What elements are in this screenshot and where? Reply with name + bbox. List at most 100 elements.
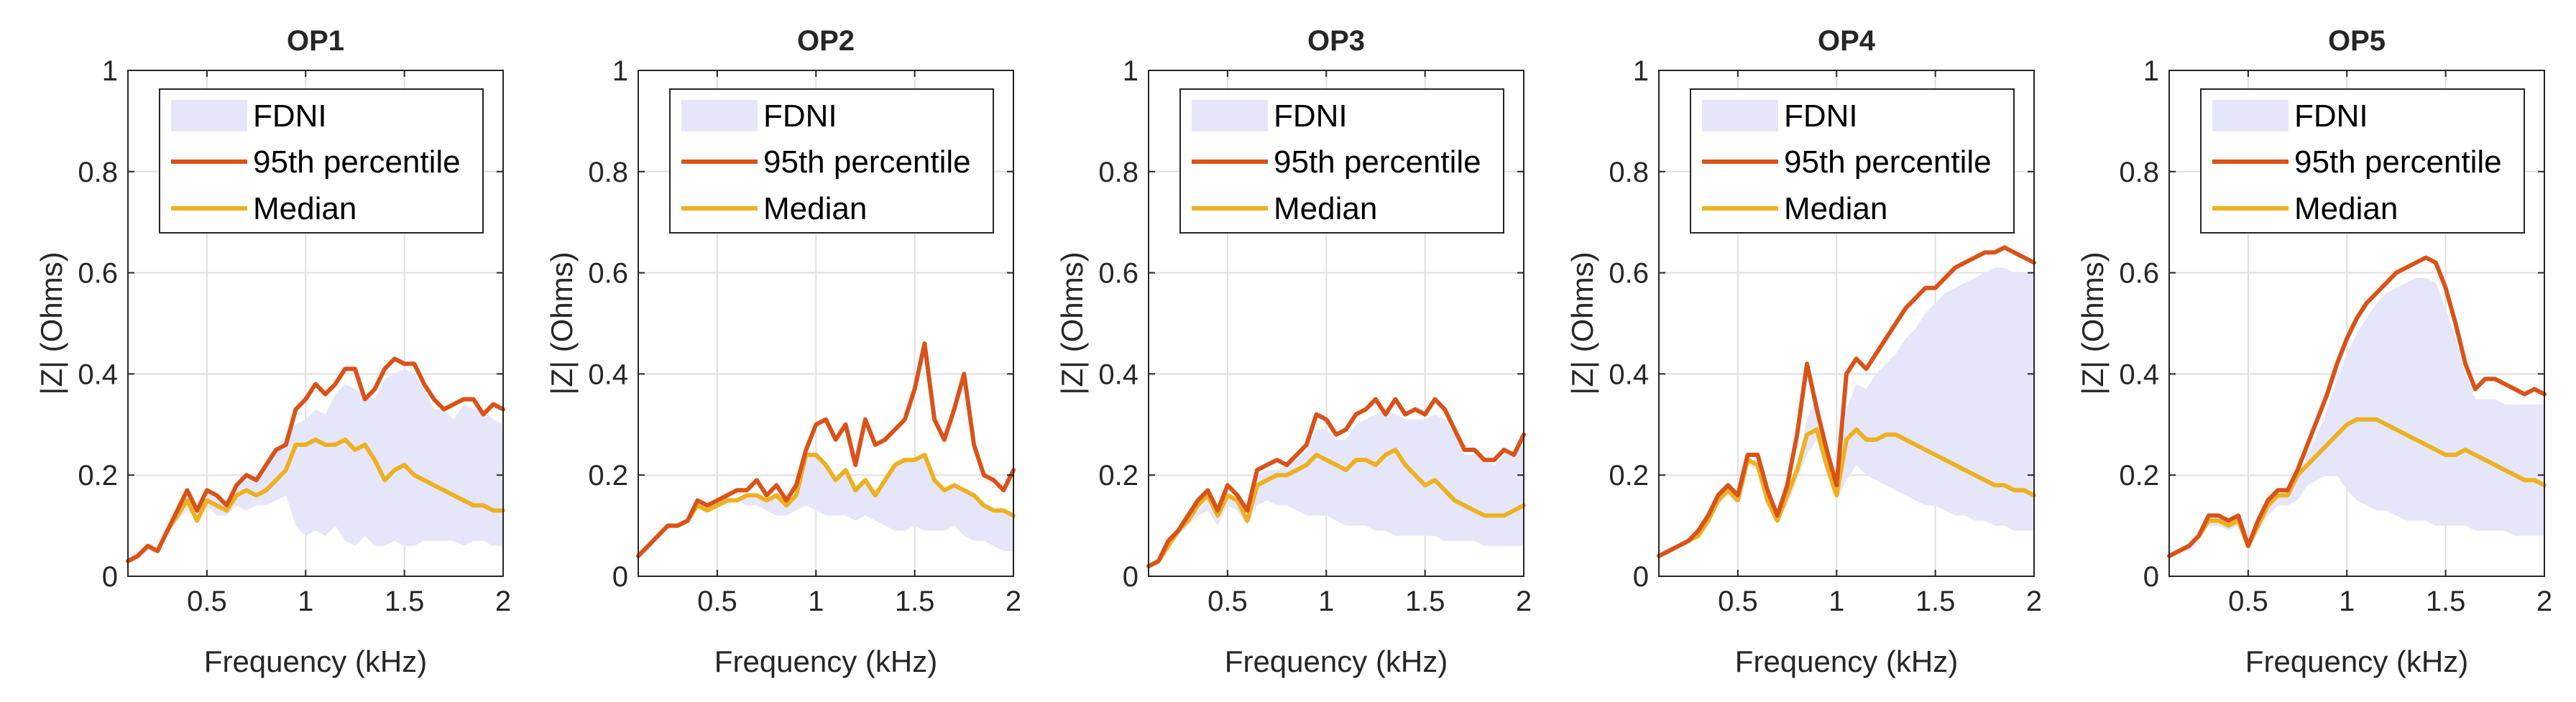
x-tick-label: 0.5 xyxy=(697,586,737,617)
legend-label: FDNI xyxy=(2294,98,2368,134)
y-axis-label: |Z| (Ohms) xyxy=(545,251,579,394)
median-line xyxy=(636,453,1016,558)
x-tick-label: 1.5 xyxy=(895,586,935,617)
legend-swatch-fdni xyxy=(681,100,758,131)
y-axis-label: |Z| (Ohms) xyxy=(2076,251,2110,394)
y-tick-label: 1 xyxy=(1633,55,1649,87)
fdni-band xyxy=(1659,267,2034,556)
percentile-95-line xyxy=(2167,255,2547,558)
x-tick-label: 1 xyxy=(1318,586,1334,617)
y-tick-label: 0.2 xyxy=(2119,460,2159,491)
x-tick-label: 2 xyxy=(1006,586,1021,617)
chart-title: OP1 xyxy=(287,25,344,57)
legend: FDNI 95th percentile Median xyxy=(1690,88,2015,234)
legend: FDNI 95th percentile Median xyxy=(159,88,484,234)
y-tick-label: 0.6 xyxy=(1609,258,1649,290)
panel-op3: 0 0.2 0.4 0.6 0.8 1 0.5 1 1.5 2 OP3 Frequency (kHz)… xyxy=(1055,25,1532,678)
x-axis-label: Frequency (kHz) xyxy=(2245,645,2468,678)
y-tick-label: 0.4 xyxy=(588,359,628,390)
legend-label: 95th percentile xyxy=(253,144,461,180)
legend: FDNI 95th percentile Median xyxy=(1179,88,1504,234)
panel-op2: 0 0.2 0.4 0.6 0.8 1 0.5 1 1.5 2 OP2 Frequency (kHz)… xyxy=(545,25,1021,678)
fdni-band xyxy=(2169,277,2544,556)
y-axis-label: |Z| (Ohms) xyxy=(34,251,68,394)
percentile-95-line xyxy=(1146,397,1526,568)
legend-swatch-fdni xyxy=(171,100,247,131)
y-tick-label: 0.4 xyxy=(1098,359,1138,390)
x-tick-label: 1.5 xyxy=(1915,586,1956,617)
x-axis-label: Frequency (kHz) xyxy=(204,645,427,678)
legend-swatch-fdni xyxy=(2212,100,2288,131)
percentile-95-line xyxy=(636,341,1016,558)
x-axis-label: Frequency (kHz) xyxy=(714,645,937,678)
legend-label: 95th percentile xyxy=(2294,144,2502,180)
x-tick-label: 0.5 xyxy=(1208,586,1248,617)
legend-label: Median xyxy=(2294,191,2398,226)
legend-label: FDNI xyxy=(763,98,837,134)
legend-label: Median xyxy=(1274,191,1377,226)
y-tick-label: 0.6 xyxy=(78,258,118,290)
panel-op1: 0 0.2 0.4 0.6 0.8 1 0.5 1 1.5 2 OP1 Frequency (kHz)… xyxy=(34,25,511,678)
legend-label: Median xyxy=(1784,191,1887,226)
x-tick-label: 2 xyxy=(2536,586,2552,617)
y-tick-label: 0.8 xyxy=(1609,157,1649,188)
chart-title: OP3 xyxy=(1307,25,1365,57)
fdni-band xyxy=(1149,409,1524,566)
axes-box xyxy=(1658,70,2035,577)
legend-label: FDNI xyxy=(253,98,327,134)
y-tick-label: 0.2 xyxy=(588,460,628,491)
x-tick-label: 1.5 xyxy=(2426,586,2466,617)
y-tick-label: 0.4 xyxy=(78,359,118,390)
x-tick-label: 2 xyxy=(495,586,511,617)
median-line xyxy=(126,437,505,563)
y-tick-label: 0.2 xyxy=(78,460,118,491)
panel-op5: 0 0.2 0.4 0.6 0.8 1 0.5 1 1.5 2 OP5 Frequency (kHz)… xyxy=(2076,25,2552,678)
y-tick-label: 0.4 xyxy=(2119,359,2159,390)
axes-box xyxy=(127,70,504,577)
median-line xyxy=(1146,448,1526,568)
legend-swatch-fdni xyxy=(1702,100,1778,131)
legend-label: 95th percentile xyxy=(763,144,971,180)
y-tick-label: 0.8 xyxy=(1098,157,1138,188)
x-axis-label: Frequency (kHz) xyxy=(1735,645,1958,678)
chart-title: OP2 xyxy=(797,25,855,57)
percentile-95-line xyxy=(126,356,505,563)
legend-label: Median xyxy=(763,191,867,226)
y-tick-label: 0 xyxy=(612,561,628,593)
y-tick-label: 0.8 xyxy=(78,157,118,188)
legend-swatch-fdni xyxy=(1192,100,1268,131)
legend: FDNI 95th percentile Median xyxy=(669,88,994,234)
x-tick-label: 1 xyxy=(1828,586,1844,617)
y-tick-label: 1 xyxy=(102,55,118,87)
x-tick-label: 0.5 xyxy=(2228,586,2268,617)
median-line xyxy=(2167,417,2547,558)
axes-box xyxy=(2168,70,2545,577)
legend-label: FDNI xyxy=(1274,98,1348,134)
y-tick-label: 0.6 xyxy=(588,258,628,290)
y-tick-label: 0 xyxy=(2143,561,2159,593)
x-tick-label: 1.5 xyxy=(1405,586,1445,617)
x-tick-label: 1 xyxy=(298,586,313,617)
median-line xyxy=(1657,427,2036,558)
y-tick-label: 0.8 xyxy=(588,157,628,188)
y-tick-label: 1 xyxy=(612,55,628,87)
legend: FDNI 95th percentile Median xyxy=(2200,88,2525,234)
axes-box xyxy=(638,70,1014,577)
x-tick-label: 2 xyxy=(2026,586,2042,617)
axes-box xyxy=(1148,70,1524,577)
y-tick-label: 0.2 xyxy=(1098,460,1138,491)
y-tick-label: 1 xyxy=(1123,55,1138,87)
legend-label: 95th percentile xyxy=(1274,144,1481,180)
x-tick-label: 1.5 xyxy=(385,586,425,617)
y-axis-label: |Z| (Ohms) xyxy=(1055,251,1089,394)
x-tick-label: 2 xyxy=(1516,586,1532,617)
panel-op4: 0 0.2 0.4 0.6 0.8 1 0.5 1 1.5 2 OP4 Frequency (kHz)… xyxy=(1565,25,2042,678)
y-tick-label: 0.6 xyxy=(2119,258,2159,290)
legend-label: Median xyxy=(253,191,356,226)
y-tick-label: 0 xyxy=(1123,561,1138,593)
y-tick-label: 0 xyxy=(1633,561,1649,593)
y-tick-label: 1 xyxy=(2143,55,2159,87)
fdni-band xyxy=(128,369,503,561)
percentile-95-line xyxy=(1657,245,2036,558)
